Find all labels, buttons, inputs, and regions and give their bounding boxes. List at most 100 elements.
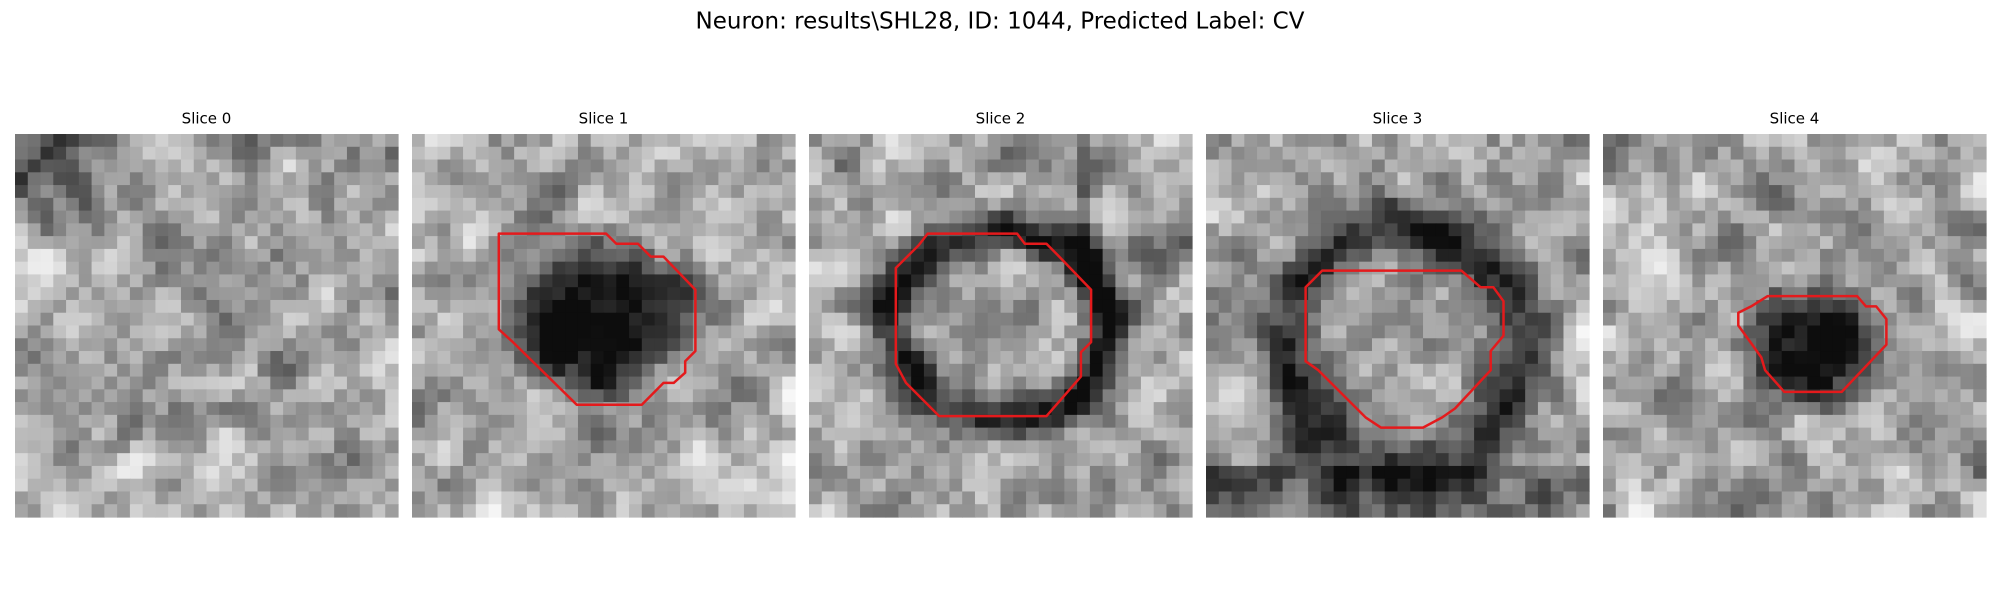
pixel bbox=[1115, 478, 1129, 493]
pixel bbox=[667, 210, 681, 224]
pixel bbox=[1140, 453, 1155, 467]
pixel bbox=[1486, 504, 1501, 518]
pixel bbox=[1166, 351, 1180, 365]
pixel bbox=[641, 363, 656, 378]
pixel bbox=[809, 351, 823, 365]
pixel bbox=[232, 134, 246, 148]
pixel bbox=[1768, 146, 1783, 161]
pixel bbox=[1781, 402, 1796, 416]
pixel bbox=[193, 197, 208, 212]
pixel bbox=[437, 185, 451, 199]
pixel bbox=[1705, 376, 1719, 390]
pixel bbox=[1257, 236, 1271, 250]
pixel bbox=[1756, 338, 1770, 352]
pixel bbox=[1140, 274, 1155, 288]
pixel bbox=[1832, 504, 1847, 518]
pixel bbox=[539, 478, 554, 493]
pixel bbox=[1038, 210, 1053, 224]
pixel bbox=[565, 185, 579, 199]
pixel bbox=[603, 146, 617, 161]
pixel bbox=[1333, 236, 1348, 250]
pixel bbox=[283, 427, 297, 441]
pixel bbox=[756, 427, 771, 441]
pixel bbox=[180, 287, 195, 301]
pixel bbox=[1973, 363, 1987, 378]
pixel bbox=[129, 134, 144, 148]
pixel bbox=[321, 427, 335, 441]
pixel bbox=[1615, 325, 1630, 339]
pixel bbox=[1410, 478, 1424, 493]
pixel bbox=[1371, 210, 1386, 224]
pixel bbox=[283, 223, 297, 237]
pixel bbox=[756, 491, 771, 505]
pixel bbox=[1654, 223, 1668, 237]
pixel bbox=[1550, 351, 1565, 365]
pixel bbox=[488, 146, 502, 161]
pixel bbox=[1371, 159, 1386, 173]
pixel bbox=[1166, 172, 1180, 186]
pixel bbox=[847, 146, 861, 161]
pixel bbox=[372, 185, 386, 199]
pixel bbox=[1013, 338, 1027, 352]
pixel bbox=[1051, 236, 1065, 250]
pixel bbox=[1218, 248, 1233, 263]
pixel bbox=[1000, 325, 1014, 339]
pixel bbox=[1756, 427, 1770, 441]
pixel bbox=[129, 389, 144, 403]
pixel bbox=[898, 172, 912, 186]
pixel bbox=[168, 299, 182, 314]
pixel bbox=[872, 402, 887, 416]
pixel bbox=[1064, 172, 1078, 186]
pixel bbox=[168, 172, 182, 186]
pixel bbox=[1206, 414, 1220, 429]
pixel bbox=[412, 414, 426, 429]
pixel bbox=[1871, 325, 1885, 339]
pixel bbox=[590, 351, 605, 365]
pixel bbox=[860, 414, 874, 429]
pixel bbox=[475, 465, 490, 480]
pixel bbox=[104, 299, 118, 314]
pixel bbox=[1832, 363, 1847, 378]
pixel bbox=[1781, 197, 1796, 212]
pixel bbox=[1794, 185, 1808, 199]
pixel bbox=[680, 299, 694, 314]
pixel bbox=[1768, 172, 1783, 186]
pixel bbox=[66, 491, 80, 505]
pixel bbox=[1705, 351, 1719, 365]
pixel bbox=[270, 491, 284, 505]
pixel bbox=[283, 465, 297, 480]
pixel bbox=[1077, 223, 1091, 237]
pixel bbox=[1257, 363, 1271, 378]
pixel bbox=[834, 351, 848, 365]
pixel bbox=[809, 440, 823, 454]
pixel bbox=[1896, 478, 1910, 493]
pixel bbox=[1705, 172, 1719, 186]
pixel bbox=[641, 427, 656, 441]
pixel bbox=[463, 223, 477, 237]
pixel bbox=[1026, 491, 1040, 505]
pixel bbox=[1692, 427, 1706, 441]
pixel bbox=[437, 223, 451, 237]
pixel bbox=[257, 261, 271, 276]
pixel bbox=[1486, 261, 1501, 276]
pixel bbox=[1525, 172, 1539, 186]
pixel bbox=[1909, 312, 1923, 327]
pixel bbox=[501, 491, 515, 505]
pixel bbox=[1603, 248, 1617, 263]
pixel bbox=[475, 389, 490, 403]
pixel bbox=[782, 389, 796, 403]
pixel bbox=[1909, 197, 1923, 212]
pixel bbox=[590, 159, 605, 173]
pixel bbox=[743, 197, 758, 212]
pixel bbox=[872, 414, 887, 429]
pixel bbox=[860, 338, 874, 352]
pixel bbox=[577, 453, 592, 467]
pixel bbox=[743, 491, 758, 505]
pixel bbox=[117, 414, 131, 429]
pixel bbox=[1603, 172, 1617, 186]
pixel bbox=[885, 453, 899, 467]
pixel bbox=[809, 210, 823, 224]
pixel bbox=[1679, 248, 1693, 263]
pixel bbox=[872, 172, 887, 186]
pixel bbox=[1550, 299, 1565, 314]
